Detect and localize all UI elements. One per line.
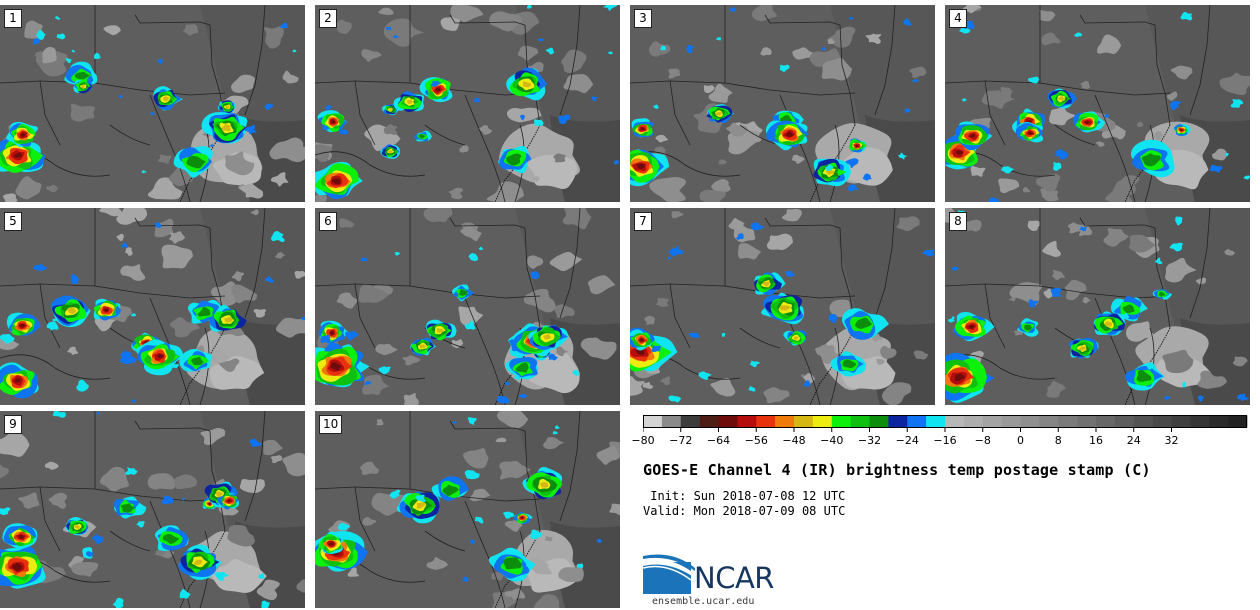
member-label: 3 bbox=[634, 9, 652, 28]
ensemble-panel-9: 9 bbox=[0, 411, 305, 608]
colorbar-swatch bbox=[1171, 415, 1191, 428]
satellite-map bbox=[0, 5, 305, 202]
colorbar-swatch bbox=[963, 415, 984, 428]
satellite-map bbox=[315, 411, 620, 608]
colorbar-swatch bbox=[1228, 415, 1248, 428]
satellite-map bbox=[0, 208, 305, 405]
satellite-map bbox=[945, 208, 1250, 405]
colorbar-tick-label: −48 bbox=[782, 434, 806, 447]
colorbar-swatch bbox=[1001, 415, 1021, 428]
colorbar-swatch bbox=[699, 415, 719, 428]
colorbar-swatch bbox=[1058, 415, 1078, 428]
colorbar-swatch bbox=[1039, 415, 1059, 428]
colorbar-tick-label: −72 bbox=[669, 434, 693, 447]
colorbar-swatch bbox=[1114, 415, 1135, 428]
colorbar-swatch bbox=[850, 415, 870, 428]
colorbar-swatch bbox=[1077, 415, 1097, 428]
colorbar-swatch bbox=[888, 415, 908, 428]
colorbar-tick-label: −64 bbox=[706, 434, 731, 447]
colorbar-tick-label: −80 bbox=[631, 434, 655, 447]
chart-title: GOES-E Channel 4 (IR) brightness temp po… bbox=[643, 461, 1151, 479]
colorbar-tick-label: −32 bbox=[857, 434, 882, 447]
ensemble-panel-3: 3 bbox=[630, 5, 935, 202]
colorbar-swatch bbox=[718, 415, 738, 428]
colorbar-swatch bbox=[812, 415, 833, 428]
colorbar-swatch bbox=[680, 415, 700, 428]
member-label: 7 bbox=[634, 212, 652, 231]
colorbar-swatch bbox=[643, 415, 663, 428]
valid-time: Valid: Mon 2018-07-09 08 UTC bbox=[643, 504, 846, 518]
colorbar-tick-label: −56 bbox=[744, 434, 768, 447]
member-label: 6 bbox=[319, 212, 337, 231]
colorbar-swatch bbox=[926, 415, 946, 428]
colorbar-tick-label: 16 bbox=[1089, 434, 1103, 447]
colorbar-tick-label: 0 bbox=[1017, 434, 1024, 447]
ncar-logo-icon bbox=[643, 554, 695, 594]
ensemble-panel-2: 2 bbox=[315, 5, 620, 202]
colorbar-swatch bbox=[794, 415, 814, 428]
colorbar-tick-label: −24 bbox=[895, 434, 919, 447]
member-label: 4 bbox=[949, 9, 967, 28]
colorbar-swatch bbox=[737, 415, 757, 428]
colorbar-swatch bbox=[831, 415, 851, 428]
colorbar-swatch bbox=[869, 415, 889, 428]
colorbar-swatch bbox=[1152, 415, 1172, 428]
satellite-map bbox=[315, 5, 620, 202]
colorbar-swatch bbox=[661, 415, 682, 428]
colorbar-swatch bbox=[907, 415, 927, 428]
logo-url: ensemble.ucar.edu bbox=[652, 596, 755, 607]
colorbar-tick-label: 24 bbox=[1126, 434, 1141, 447]
ensemble-panel-4: 4 bbox=[945, 5, 1250, 202]
satellite-map bbox=[315, 208, 620, 405]
colorbar-swatch bbox=[756, 415, 776, 428]
colorbar-swatch bbox=[1209, 415, 1229, 428]
colorbar-swatch bbox=[1190, 415, 1210, 428]
member-label: 5 bbox=[4, 212, 22, 231]
member-label: 1 bbox=[4, 9, 22, 28]
colorbar-swatch bbox=[982, 415, 1002, 428]
colorbar bbox=[643, 415, 1248, 432]
member-label: 2 bbox=[319, 9, 337, 28]
colorbar-swatch bbox=[1096, 415, 1116, 428]
member-label: 10 bbox=[319, 415, 343, 434]
ensemble-panel-7: 7 bbox=[630, 208, 935, 405]
ensemble-panel-10: 10 bbox=[315, 411, 620, 608]
colorbar-tick-label: 8 bbox=[1054, 434, 1062, 447]
colorbar-tick-label: −8 bbox=[974, 434, 991, 447]
satellite-map bbox=[0, 411, 305, 608]
ensemble-panel-8: 8 bbox=[945, 208, 1250, 405]
member-label: 9 bbox=[4, 415, 22, 434]
colorbar-swatch bbox=[1020, 415, 1040, 428]
satellite-map bbox=[630, 208, 935, 405]
colorbar-swatch bbox=[775, 415, 795, 428]
colorbar-tick-label: −40 bbox=[820, 434, 844, 447]
logo-name: NCAR bbox=[694, 561, 774, 595]
ensemble-panel-5: 5 bbox=[0, 208, 305, 405]
satellite-map bbox=[945, 5, 1250, 202]
member-label: 8 bbox=[949, 212, 967, 231]
colorbar-tick-label: −16 bbox=[933, 434, 957, 447]
colorbar-tick-label: 32 bbox=[1164, 434, 1179, 447]
ensemble-panel-6: 6 bbox=[315, 208, 620, 405]
colorbar-swatch bbox=[945, 415, 965, 428]
colorbar-swatch bbox=[1133, 415, 1153, 428]
init-time: Init: Sun 2018-07-08 12 UTC bbox=[643, 489, 846, 503]
satellite-map bbox=[630, 5, 935, 202]
ensemble-panel-1: 1 bbox=[0, 5, 305, 202]
